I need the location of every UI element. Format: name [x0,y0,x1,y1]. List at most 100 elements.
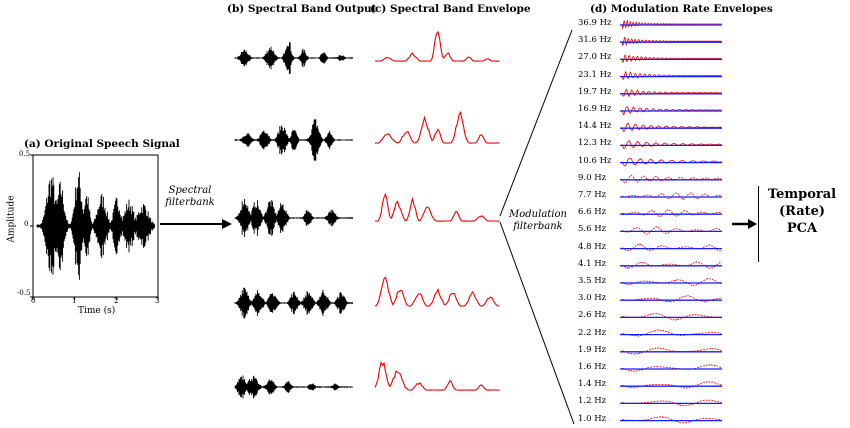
modulation-rate-label: 4.8 Hz [578,241,607,252]
modulation-rate-row [620,88,722,98]
modulation-rate-row [620,36,722,47]
modulation-signal-trace [621,329,722,337]
modulation-rate-label: 9.0 Hz [578,172,607,183]
modulation-rate-label: 5.6 Hz [578,224,607,235]
modulation-signal-trace [621,278,722,287]
modulation-rate-row [620,399,722,407]
header-spectral-band-output: (b) Spectral Band Output [227,3,377,15]
modulation-signal-trace [621,54,722,63]
spectral-band-3 [234,192,500,237]
modulation-signal-trace [621,36,722,47]
x-tick-0: 0 [31,297,36,305]
modulation-filterbank-line1: Modulation [509,209,567,220]
original-axis-ticks [30,154,159,300]
modulation-rate-label: 10.6 Hz [578,155,612,166]
fan-line-bottom [499,221,575,425]
modulation-filterbank-label: Modulation filterbank [502,209,574,233]
modulation-signal-trace [621,140,722,149]
modulation-rate-row [620,174,722,184]
x-tick-2: 2 [114,297,119,305]
modulation-rate-label: 7.7 Hz [578,190,607,200]
modulation-rate-label: 2.2 Hz [578,327,607,338]
modulation-signal-trace [621,363,722,373]
band-envelope-trace [374,276,500,307]
band-output-waveform [234,42,354,74]
band-output-waveform [234,199,354,237]
modulation-signal-trace [621,122,722,133]
modulation-rate-row [620,106,722,116]
y-axis-label: Amplitude [6,195,17,243]
header-modulation-rate-envelopes: (d) Modulation Rate Envelopes [590,3,773,15]
modulation-rate-label: 23.1 Hz [578,69,612,80]
modulation-rate-label: 1.0 Hz [578,413,607,424]
modulation-rate-label: 1.9 Hz [578,344,607,355]
modulation-signal-trace [621,208,722,218]
pca-line-pca: PCA [786,221,818,236]
band-envelope-trace [374,192,500,222]
modulation-rate-row [620,261,722,270]
modulation-rate-label: 1.2 Hz [578,396,607,407]
spectral-filterbank-label: Spectral filterbank [160,185,220,209]
modulation-rate-row [620,295,722,303]
modulation-signal-trace [621,295,722,303]
modulation-filterbank-line2: filterbank [513,221,563,232]
header-original-speech-signal: (a) Original Speech Signal [24,138,180,150]
fan-line-top [499,29,573,217]
pca-arrow-head [748,219,757,229]
modulation-rate-row [620,140,722,149]
modulation-signal-trace [621,192,722,201]
pca-line-temporal: Temporal [767,187,837,202]
band-output-waveform [234,287,354,319]
modulation-rate-row [620,363,722,373]
modulation-signal-trace [621,88,722,98]
modulation-signal-trace [621,70,722,81]
modulation-signal-trace [621,225,722,235]
modulation-signal-trace [621,174,722,184]
spectral-band-4 [234,276,500,319]
modulation-rate-label: 1.4 Hz [578,379,607,390]
y-tick-top: 0.5 [19,150,31,158]
modulation-rate-label: 4.1 Hz [578,258,607,269]
temporal-rate-pca-box: Temporal (Rate) PCA [758,186,845,262]
modulation-signal-trace [621,157,722,167]
modulation-rate-label: 6.6 Hz [578,207,607,218]
modulation-rate-row [620,70,722,81]
y-tick-bottom: -0.5 [17,289,31,297]
modulation-rate-envelopes [620,19,722,424]
spectral-band-1 [234,30,500,74]
modulation-rate-label: 3.0 Hz [578,293,607,304]
modulation-rate-label: 2.6 Hz [578,310,607,321]
modulation-signal-trace [621,106,722,116]
y-tick-mid: 0 [24,220,29,228]
modulation-rate-row [620,208,722,218]
header-spectral-band-envelope: (c) Spectral Band Envelope [370,3,531,15]
modulation-rate-label: 3.5 Hz [578,276,607,286]
modulation-rate-row [620,122,722,133]
x-tick-1: 1 [72,297,77,305]
band-output-waveform [234,118,354,162]
modulation-rate-label: 12.3 Hz [578,138,612,149]
modulation-rate-row [620,243,722,252]
band-envelope-trace [374,30,500,62]
modulation-rate-row [620,192,722,201]
modulation-rate-label: 14.4 Hz [578,121,612,132]
modulation-rate-row [620,157,722,167]
modulation-rate-row [620,312,722,321]
spectral-band-5 [234,361,500,399]
speech-waveform-trace [36,172,156,280]
band-envelope-trace [374,110,500,144]
modulation-rate-label: 27.0 Hz [578,52,612,63]
modulation-rate-label: 36.9 Hz [578,18,612,28]
modulation-rate-row [620,19,722,30]
modulation-rate-row [620,54,722,63]
modulation-rate-row [620,329,722,337]
modulation-rate-row [620,278,722,287]
spectral-arrow-head [222,219,232,229]
pca-line-rate: (Rate) [778,204,826,219]
modulation-signal-trace [621,380,722,389]
band-envelope-trace [374,361,500,391]
modulation-rate-row [620,225,722,235]
spectral-bands [234,30,500,399]
modulation-rate-row [620,347,722,356]
